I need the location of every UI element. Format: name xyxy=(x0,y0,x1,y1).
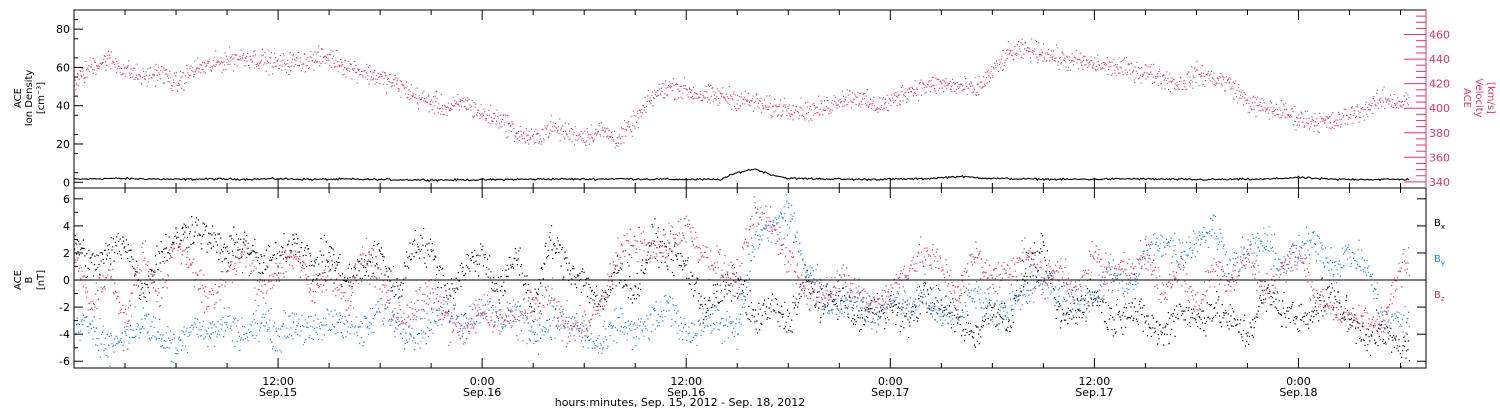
top-ytick-label-4: 80 xyxy=(56,23,70,36)
bx-series-dots xyxy=(74,216,1410,368)
plot-axes: 0 20 40 60 80 340 360 380 400 420 440 460 -6 -4 -2 0 2 4 6… xyxy=(56,9,1450,399)
legend-by: By xyxy=(1434,254,1445,267)
bottom-ytick-label-4: 2 xyxy=(63,247,70,260)
density-velocity-panel-data xyxy=(73,38,1410,182)
bottom-ytick-label-5: 4 xyxy=(63,220,70,233)
bottom-ytick-label-6: 6 xyxy=(63,193,70,206)
top-panel-frame xyxy=(73,9,1427,189)
top-ytick-label-3: 60 xyxy=(56,61,70,74)
bz-series-dots xyxy=(74,196,1410,348)
xtick-label-time-0: 12:00 xyxy=(262,375,294,388)
top-ylabel-line1: ACE xyxy=(13,88,24,108)
top-y2label-line3: [km/s] xyxy=(1485,82,1496,114)
top-ytick-label-1: 20 xyxy=(56,138,70,151)
legend-bx: Bx xyxy=(1434,218,1445,231)
top-y2tick-label-2: 380 xyxy=(1429,127,1450,140)
xtick-label-date-3: Sep.17 xyxy=(871,386,909,399)
x-axis-title: hours:minutes, Sep. 15, 2012 - Sep. 18, … xyxy=(555,396,806,409)
top-y2tick-label-6: 460 xyxy=(1429,29,1450,42)
velocity-series-dots xyxy=(74,38,1410,149)
top-y2tick-label-5: 440 xyxy=(1429,53,1450,66)
bottom-ylabel-line3: [nT] xyxy=(36,270,47,290)
xtick-label-time-4: 12:00 xyxy=(1079,375,1111,388)
xtick-label-time-5: 0:00 xyxy=(1286,375,1311,388)
xtick-label-time-3: 0:00 xyxy=(878,375,903,388)
xtick-label-time-2: 12:00 xyxy=(670,375,702,388)
bottom-ylabel-line2: B xyxy=(24,276,35,283)
xtick-label-date-2: Sep.16 xyxy=(667,386,705,399)
bottom-ytick-label-1: -4 xyxy=(59,328,70,341)
top-y2label-line2: Velocity xyxy=(1473,78,1484,117)
legend-bz: Bz xyxy=(1434,290,1445,303)
top-ytick-label-0: 0 xyxy=(63,176,70,189)
bottom-panel-frame xyxy=(73,187,1427,369)
bottom-ylabel-line1: ACE xyxy=(13,270,24,290)
density-series-line xyxy=(73,168,1410,182)
xtick-label-date-1: Sep.16 xyxy=(463,386,501,399)
bottom-ytick-label-2: -2 xyxy=(59,301,70,314)
top-ylabel-line3: [cm⁻³] xyxy=(36,82,47,114)
xtick-label-date-5: Sep.18 xyxy=(1279,386,1317,399)
bottom-ytick-label-3: 0 xyxy=(63,274,70,287)
xtick-label-date-4: Sep.17 xyxy=(1075,386,1113,399)
top-y2tick-label-3: 400 xyxy=(1429,102,1450,115)
xtick-label-date-0: Sep.15 xyxy=(259,386,297,399)
top-y2label-line1: ACE xyxy=(1461,88,1472,108)
xtick-label-time-1: 0:00 xyxy=(470,375,495,388)
top-y2tick-label-4: 420 xyxy=(1429,78,1450,91)
top-y2tick-label-0: 340 xyxy=(1429,176,1450,189)
top-ylabel-line2: Ion Density xyxy=(24,70,35,127)
top-y2tick-label-1: 360 xyxy=(1429,151,1450,164)
bottom-ytick-label-0: -6 xyxy=(59,355,70,368)
magnetic-field-panel-data xyxy=(74,194,1410,368)
top-ytick-label-2: 40 xyxy=(56,100,70,113)
